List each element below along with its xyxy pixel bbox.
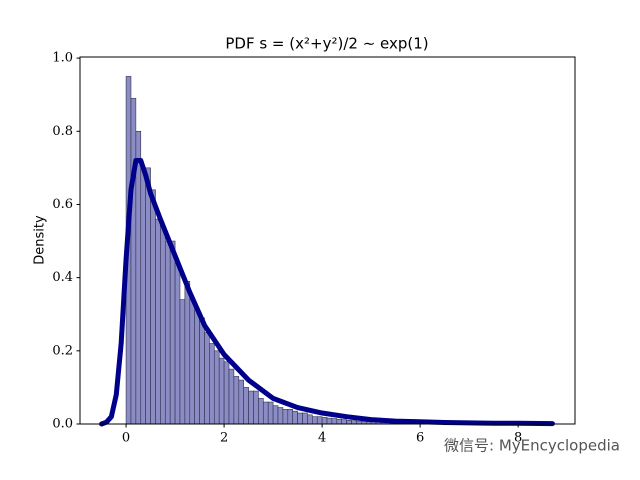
bar: [342, 420, 347, 424]
x-tick-label: 4: [318, 431, 326, 446]
y-tick-label: 0.4: [52, 270, 73, 285]
bar: [160, 226, 165, 424]
bar: [322, 417, 327, 424]
bar: [253, 391, 258, 424]
bar: [209, 344, 214, 424]
bar: [312, 417, 317, 424]
chart-title: PDF s = (x²+y²)/2 ∼ exp(1): [225, 35, 428, 53]
bar: [136, 131, 141, 424]
bar: [219, 358, 224, 424]
bar: [185, 281, 190, 424]
x-tick-label: 0: [122, 431, 130, 446]
bar: [273, 406, 278, 424]
watermark: 微信号: MyEncyclopedia: [444, 437, 620, 455]
bar: [258, 398, 263, 424]
y-tick-label: 0.0: [52, 417, 73, 432]
bar: [293, 411, 298, 424]
x-tick-label: 2: [220, 431, 228, 446]
bar: [200, 318, 205, 424]
bar: [298, 413, 303, 424]
bar: [303, 413, 308, 424]
bar: [337, 419, 342, 424]
bar: [347, 420, 352, 424]
y-tick-label: 0.6: [52, 197, 73, 212]
y-tick-label: 0.8: [52, 124, 73, 139]
bar: [151, 190, 156, 424]
x-tick-label: 6: [416, 431, 424, 446]
y-tick-label: 0.2: [52, 343, 73, 358]
bar: [155, 219, 160, 424]
bar: [263, 402, 268, 424]
bar: [249, 391, 254, 424]
bar: [278, 408, 283, 424]
bar: [332, 419, 337, 424]
bar: [141, 168, 146, 424]
bar: [244, 387, 249, 424]
bar: [239, 380, 244, 424]
bar: [165, 241, 170, 424]
bar: [131, 98, 136, 424]
y-axis-label: Density: [33, 215, 48, 265]
bar: [229, 369, 234, 424]
bar: [175, 263, 180, 424]
y-tick-label: 1.0: [52, 51, 73, 66]
bar: [288, 409, 293, 424]
bar: [214, 351, 219, 424]
bar: [170, 241, 175, 424]
bar: [204, 333, 209, 424]
bar: [190, 300, 195, 424]
bar: [224, 362, 229, 424]
bar: [268, 402, 273, 424]
bar: [234, 376, 239, 424]
bar: [283, 409, 288, 424]
bar: [195, 311, 200, 424]
bar: [307, 415, 312, 424]
bar: [317, 417, 322, 424]
bar: [180, 300, 185, 424]
bar: [146, 168, 151, 424]
bar: [327, 418, 332, 424]
